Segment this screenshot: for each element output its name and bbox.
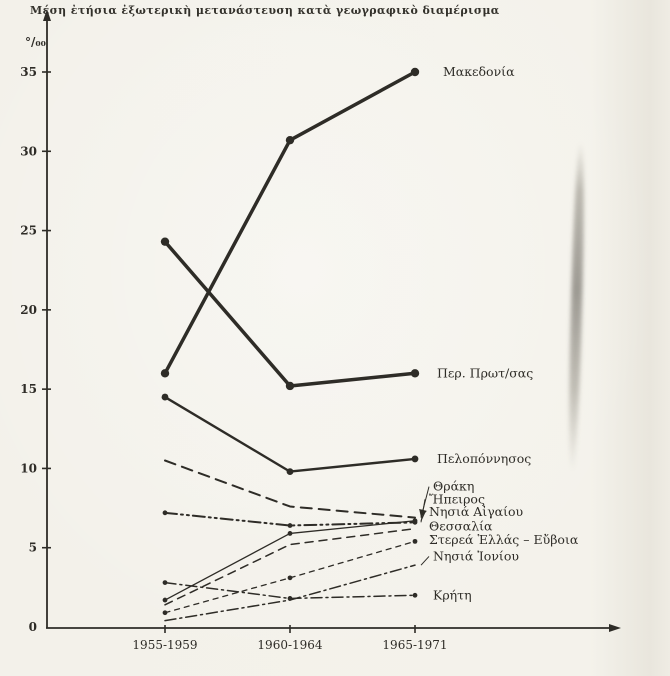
series-label-5: Νησιά Αἰγαίου (429, 504, 523, 519)
series-label-8: Νησιά Ἰονίου (433, 548, 519, 563)
series-line-8 (164, 564, 416, 622)
series-marker (287, 575, 293, 581)
series-marker (161, 393, 169, 401)
series-marker (285, 381, 295, 391)
x-tick-label: 1955-1959 (132, 638, 197, 652)
series-marker (162, 580, 168, 585)
y-tick-label: 15 (20, 382, 37, 396)
series-label-0: Μακεδονία (443, 64, 515, 79)
x-tick-label: 1960-1964 (257, 638, 322, 652)
y-tick-label: 5 (29, 541, 37, 555)
y-tick-label: 30 (20, 144, 37, 158)
series-label-2: Πελοπόννησος (437, 451, 531, 466)
y-tick-label: 35 (20, 65, 37, 79)
x-tick-label: 1965-1971 (382, 638, 447, 652)
label-leader-line (420, 511, 426, 521)
series-line-1 (163, 239, 417, 388)
series-marker (286, 468, 294, 475)
series-marker (412, 518, 418, 524)
y-tick-label: 25 (20, 224, 37, 238)
series-marker (162, 597, 168, 603)
series-line-2 (163, 395, 417, 473)
series-marker (287, 596, 293, 601)
series-line-3 (164, 459, 416, 519)
x-axis-arrow (609, 624, 621, 632)
label-leader-line (420, 556, 430, 566)
series-marker (160, 369, 170, 378)
series-label-6: Θεσσαλία (429, 518, 493, 533)
series-marker (287, 523, 293, 528)
series-line-0 (163, 70, 417, 376)
series-label-3: Θράκη (433, 479, 474, 494)
series-marker (162, 610, 168, 616)
series-marker (411, 455, 419, 463)
series-label-4: Ἤπειρος (429, 491, 485, 506)
y-axis-arrow (43, 9, 51, 21)
series-line-6 (164, 527, 416, 606)
series-marker (162, 510, 168, 516)
chart-title: Μέση ἐτήσια ἐξωτερικὴ μετανάστευση κατὰ … (30, 4, 500, 17)
series-marker (412, 538, 418, 544)
series-marker (160, 237, 170, 246)
series-marker (285, 135, 295, 145)
y-tick-label: 0 (29, 620, 37, 634)
series-label-1: Περ. Πρωτ/σας (437, 365, 533, 380)
y-axis-unit-label: °/₀₀ (25, 35, 46, 49)
series-marker (412, 592, 418, 598)
series-label-7: Στερεά Ἑλλάς – Εὔβοια (429, 532, 579, 547)
series-label-9: Κρήτη (433, 587, 472, 602)
series-marker (410, 67, 420, 77)
series-marker (410, 369, 420, 378)
y-tick-label: 10 (20, 461, 37, 475)
y-tick-label: 20 (20, 303, 37, 317)
series-marker (287, 531, 293, 536)
